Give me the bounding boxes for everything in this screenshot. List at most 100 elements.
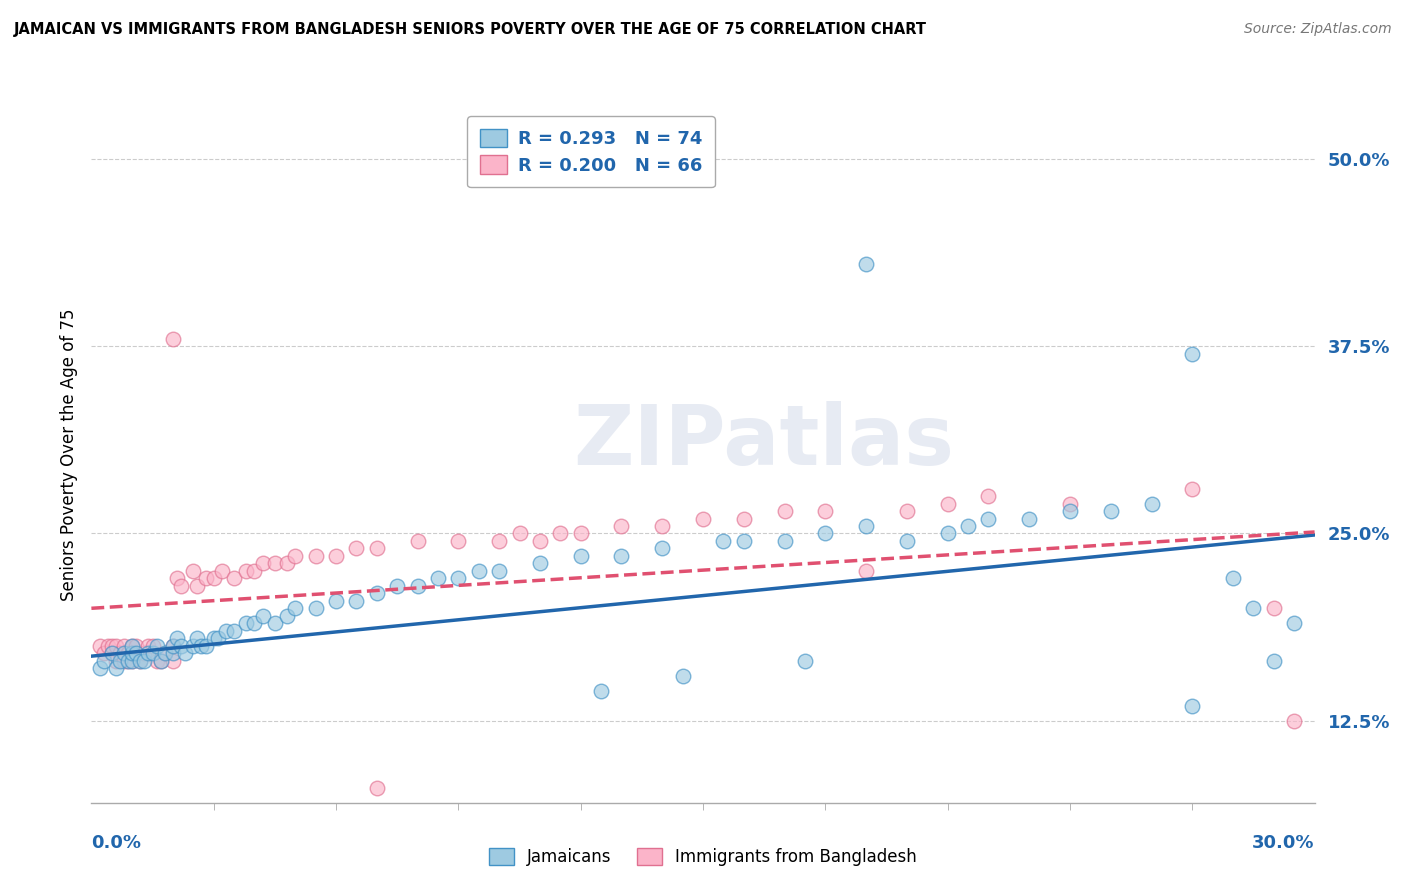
Point xyxy=(1181,482,1204,496)
Point xyxy=(166,631,188,645)
Point xyxy=(207,631,229,645)
Point xyxy=(104,654,127,668)
Point xyxy=(550,526,572,541)
Point xyxy=(1018,511,1040,525)
Point xyxy=(186,631,208,645)
Point xyxy=(385,579,409,593)
Text: 0.0%: 0.0% xyxy=(91,834,142,852)
Point xyxy=(101,646,124,660)
Point xyxy=(121,654,143,668)
Point xyxy=(141,646,163,660)
Point xyxy=(121,646,143,660)
Point xyxy=(610,549,633,563)
Point xyxy=(162,639,184,653)
Point xyxy=(93,654,115,668)
Point xyxy=(276,608,298,623)
Point xyxy=(1099,504,1122,518)
Point xyxy=(117,646,139,660)
Point xyxy=(1059,504,1081,518)
Point xyxy=(104,639,127,653)
Point xyxy=(121,646,143,660)
Point xyxy=(610,519,633,533)
Point xyxy=(1282,616,1305,631)
Point xyxy=(134,654,156,668)
Point xyxy=(366,780,388,795)
Point xyxy=(174,646,197,660)
Point xyxy=(252,608,274,623)
Point xyxy=(651,541,673,556)
Point xyxy=(936,526,959,541)
Point xyxy=(366,586,388,600)
Point xyxy=(222,571,246,585)
Point xyxy=(1059,497,1081,511)
Point xyxy=(202,571,225,585)
Point xyxy=(773,504,796,518)
Point xyxy=(89,661,111,675)
Point xyxy=(855,564,877,578)
Point xyxy=(1282,714,1305,728)
Point xyxy=(129,654,152,668)
Point xyxy=(202,631,225,645)
Point xyxy=(773,533,796,548)
Point xyxy=(162,654,184,668)
Point xyxy=(956,519,979,533)
Point xyxy=(108,646,131,660)
Point xyxy=(509,526,531,541)
Point xyxy=(488,564,510,578)
Point xyxy=(170,639,193,653)
Legend: R = 0.293   N = 74, R = 0.200   N = 66: R = 0.293 N = 74, R = 0.200 N = 66 xyxy=(467,116,716,187)
Point xyxy=(325,549,347,563)
Point xyxy=(814,526,837,541)
Point xyxy=(529,533,551,548)
Point xyxy=(304,549,326,563)
Point xyxy=(89,639,111,653)
Point xyxy=(569,526,592,541)
Point xyxy=(190,639,212,653)
Point xyxy=(447,533,470,548)
Point xyxy=(112,654,135,668)
Point xyxy=(569,549,592,563)
Point xyxy=(252,557,274,571)
Text: Source: ZipAtlas.com: Source: ZipAtlas.com xyxy=(1244,22,1392,37)
Point xyxy=(977,489,1000,503)
Point xyxy=(366,541,388,556)
Point xyxy=(936,497,959,511)
Point xyxy=(591,683,613,698)
Point xyxy=(1222,571,1244,585)
Point xyxy=(896,504,918,518)
Point xyxy=(101,646,124,660)
Point xyxy=(166,571,188,585)
Point xyxy=(346,594,368,608)
Point xyxy=(194,571,217,585)
Point xyxy=(1263,654,1285,668)
Point xyxy=(183,564,205,578)
Point xyxy=(162,639,184,653)
Point xyxy=(108,654,131,668)
Point xyxy=(284,601,307,615)
Point xyxy=(222,624,246,638)
Point xyxy=(235,616,257,631)
Point xyxy=(447,571,470,585)
Point xyxy=(170,579,193,593)
Point xyxy=(215,624,238,638)
Point xyxy=(97,639,120,653)
Point xyxy=(145,654,167,668)
Point xyxy=(162,332,184,346)
Point xyxy=(112,639,135,653)
Point xyxy=(529,557,551,571)
Point xyxy=(125,639,148,653)
Text: JAMAICAN VS IMMIGRANTS FROM BANGLADESH SENIORS POVERTY OVER THE AGE OF 75 CORREL: JAMAICAN VS IMMIGRANTS FROM BANGLADESH S… xyxy=(14,22,927,37)
Point xyxy=(711,533,734,548)
Point xyxy=(121,639,143,653)
Point xyxy=(733,533,755,548)
Point xyxy=(125,646,148,660)
Point xyxy=(149,654,172,668)
Point xyxy=(183,639,205,653)
Point xyxy=(692,511,714,525)
Point xyxy=(896,533,918,548)
Point xyxy=(121,654,143,668)
Point xyxy=(117,654,139,668)
Point xyxy=(211,564,233,578)
Point xyxy=(93,646,115,660)
Point xyxy=(406,533,429,548)
